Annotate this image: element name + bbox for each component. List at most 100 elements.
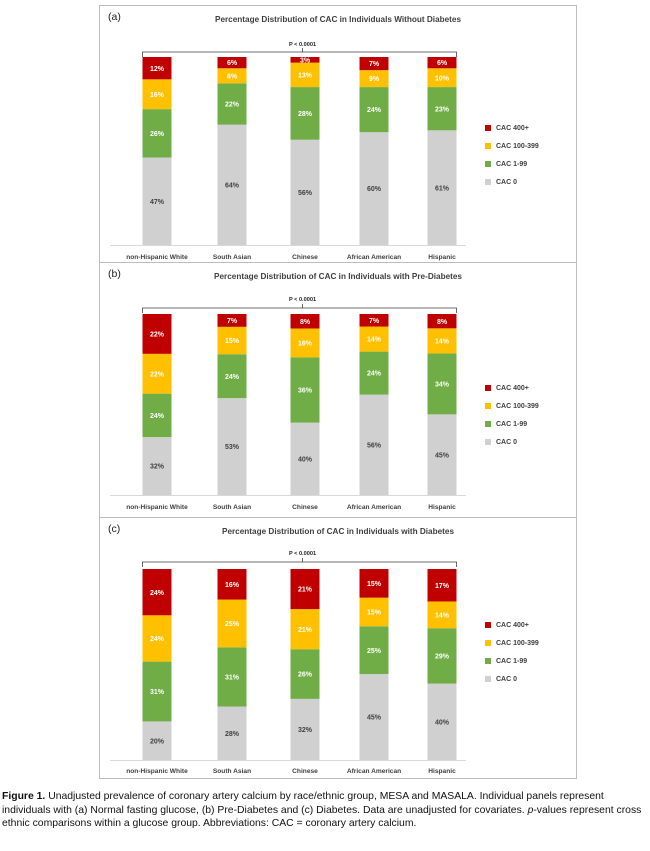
- bar-segment: [290, 569, 320, 610]
- data-label: 36%: [298, 388, 313, 395]
- bar-segment: [217, 326, 247, 355]
- bar-segment: [427, 87, 457, 131]
- legend-label: CAC 0: [496, 178, 518, 186]
- bar-segment: [427, 328, 457, 354]
- legend-swatch: [485, 161, 491, 167]
- data-label: 8%: [437, 319, 448, 326]
- legend: CAC 400+ CAC 100-399 CAC 1-99 CAC 0: [485, 616, 539, 688]
- bar-segment: [359, 57, 389, 71]
- bar-segment: [142, 109, 172, 158]
- category-label: South Asian: [213, 254, 251, 261]
- bar-segment: [427, 130, 457, 245]
- legend-label: CAC 100-399: [496, 402, 539, 410]
- bar-segment: [427, 601, 457, 629]
- chart-title: Percentage Distribution of CAC in Indivi…: [221, 527, 454, 536]
- stacked-bar-chart-b: P < 0.0001 32% 24% 22% 22% non-Hispanic White…: [110, 297, 466, 511]
- data-label: 45%: [435, 452, 450, 459]
- data-label: 31%: [150, 689, 165, 696]
- bar-segment: [290, 609, 320, 650]
- legend-item-cac400: CAC 400+: [485, 119, 539, 137]
- data-label: 28%: [225, 731, 240, 738]
- legend-swatch: [485, 421, 491, 427]
- data-label: 53%: [225, 444, 240, 451]
- data-label: 8%: [300, 319, 311, 326]
- data-label: 21%: [298, 627, 313, 634]
- panel-c: (c) Percentage Distribution of CAC in In…: [99, 517, 577, 779]
- data-label: 45%: [367, 715, 382, 722]
- legend-item-cac0: CAC 0: [485, 670, 539, 688]
- bar-segment: [359, 351, 389, 395]
- panel-label: (c): [108, 523, 121, 535]
- panel-a: (a) Percentage Distribution of CAC in In…: [99, 5, 577, 265]
- bar-segment: [290, 57, 320, 63]
- category-label: non-Hispanic White: [126, 768, 188, 775]
- bar-segment: [217, 398, 247, 495]
- data-label: 22%: [225, 102, 240, 109]
- p-value-label: P < 0.0001: [289, 42, 316, 48]
- bar-segment: [359, 674, 389, 760]
- legend: CAC 400+ CAC 100-399 CAC 1-99 CAC 0: [485, 119, 539, 191]
- data-label: 47%: [150, 199, 165, 206]
- bar-segment: [217, 57, 247, 69]
- data-label: 23%: [435, 106, 450, 113]
- data-label: 28%: [298, 111, 313, 118]
- bar-segment: [290, 139, 320, 245]
- data-label: 7%: [369, 61, 380, 68]
- legend-label: CAC 1-99: [496, 420, 528, 428]
- bar-segment: [217, 83, 247, 125]
- bar-segment: [217, 68, 247, 84]
- data-label: 24%: [150, 413, 165, 420]
- legend-label: CAC 400+: [496, 621, 529, 629]
- category-label: Hispanic: [428, 504, 456, 511]
- stacked-bar-chart-a: P < 0.0001 47% 26% 16% 12% non-Hispanic White…: [110, 42, 466, 261]
- bar-segment: [290, 422, 320, 495]
- data-label: 16%: [298, 341, 313, 348]
- legend-swatch: [485, 622, 491, 628]
- legend-swatch: [485, 439, 491, 445]
- legend-item-cac0: CAC 0: [485, 433, 539, 451]
- data-label: 16%: [225, 582, 240, 589]
- legend-label: CAC 0: [496, 675, 518, 683]
- data-label: 6%: [227, 60, 238, 67]
- data-label: 15%: [367, 581, 382, 588]
- data-label: 25%: [225, 621, 240, 628]
- bar-segment: [217, 124, 247, 245]
- legend-swatch: [485, 385, 491, 391]
- chart-title: Percentage Distribution of CAC in Indivi…: [214, 272, 462, 281]
- data-label: 8%: [227, 73, 238, 80]
- legend-item-cac100: CAC 100-399: [485, 397, 539, 415]
- data-label: 14%: [435, 338, 450, 345]
- bar-segment: [359, 70, 389, 88]
- p-value-label: P < 0.0001: [289, 551, 316, 557]
- data-label: 24%: [150, 636, 165, 643]
- data-label: 26%: [298, 672, 313, 679]
- panel-label: (b): [108, 268, 121, 280]
- bar-segment: [142, 661, 172, 722]
- data-label: 24%: [367, 107, 382, 114]
- legend-item-cac1: CAC 1-99: [485, 155, 539, 173]
- bar-segment: [427, 57, 457, 69]
- bar-segment: [359, 597, 389, 627]
- p-value-bracket: [142, 48, 457, 57]
- data-label: 22%: [150, 332, 165, 339]
- bar-segment: [142, 569, 172, 616]
- data-label: 16%: [150, 92, 165, 99]
- bar-segment: [290, 357, 320, 423]
- bar-segment: [427, 353, 457, 415]
- data-label: 56%: [298, 190, 313, 197]
- data-label: 61%: [435, 185, 450, 192]
- bar-segment: [142, 157, 172, 245]
- panel-b: (b) Percentage Distribution of CAC in In…: [99, 262, 577, 520]
- category-label: Hispanic: [428, 254, 456, 261]
- legend-label: CAC 0: [496, 438, 518, 446]
- legend-swatch: [485, 143, 491, 149]
- data-label: 12%: [150, 66, 165, 73]
- legend-swatch: [485, 125, 491, 131]
- legend-label: CAC 100-399: [496, 639, 539, 647]
- legend-label: CAC 400+: [496, 384, 529, 392]
- bar-segment: [290, 649, 320, 699]
- legend-item-cac1: CAC 1-99: [485, 652, 539, 670]
- bar-segment: [427, 628, 457, 684]
- bar-segment: [217, 569, 247, 600]
- bar-segment: [359, 394, 389, 495]
